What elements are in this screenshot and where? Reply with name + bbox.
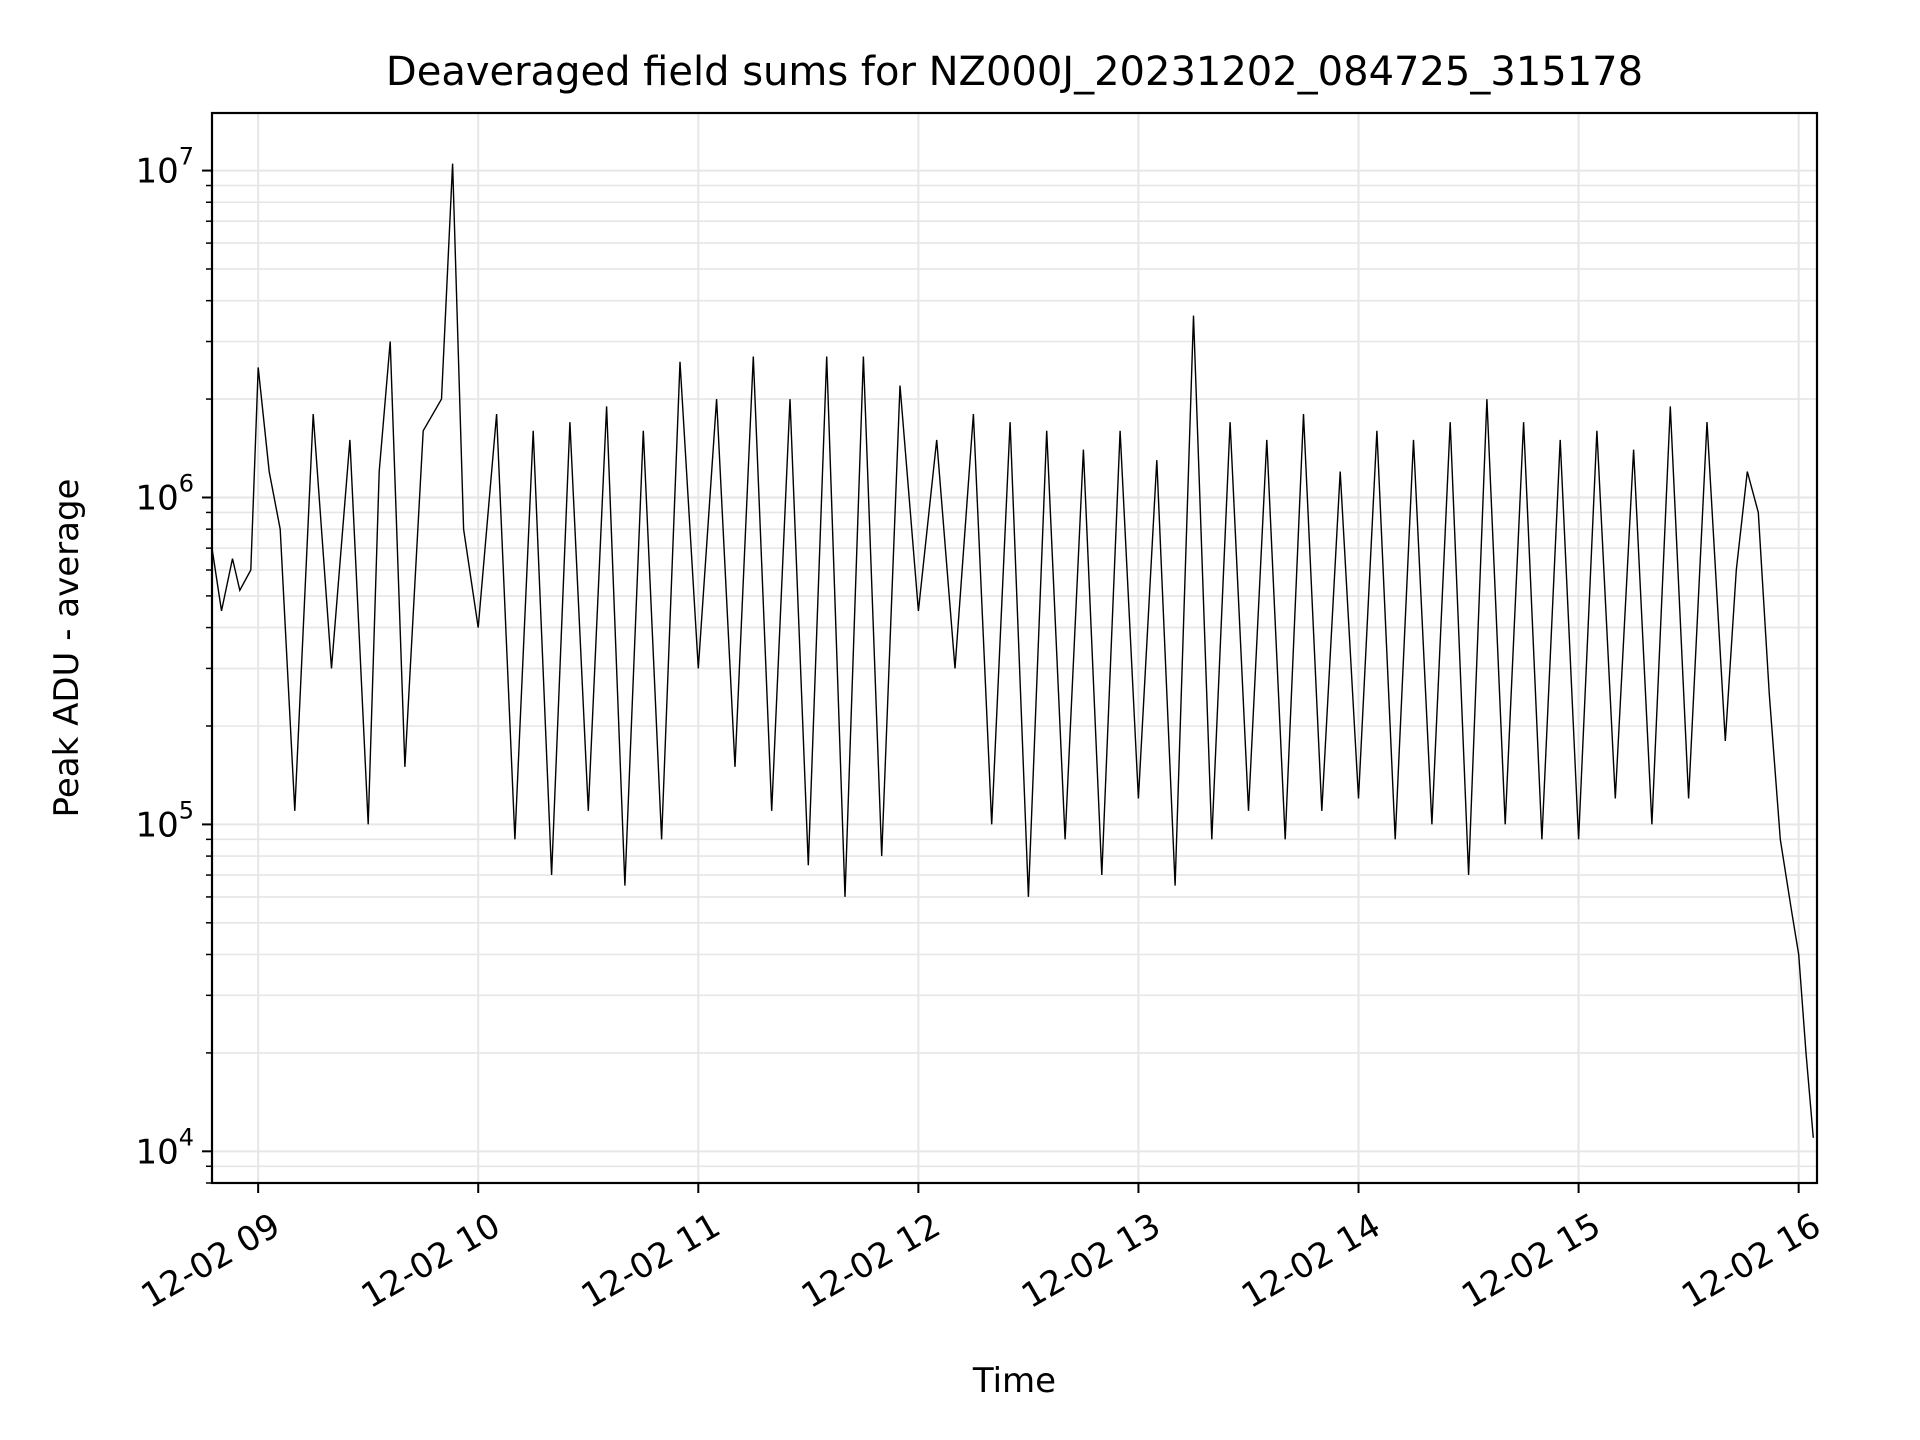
- x-axis-label: Time: [972, 1361, 1056, 1401]
- y-axis-label: Peak ADU - average: [47, 479, 87, 818]
- y-tick-label: 106: [135, 469, 194, 518]
- plot-frame: [210, 111, 1819, 1185]
- y-tick-label: 107: [135, 143, 194, 192]
- series-line: [211, 163, 1814, 1138]
- chart-title: Deaveraged field sums for NZ000J_2023120…: [386, 49, 1643, 95]
- y-tick-label: 104: [135, 1123, 194, 1172]
- y-tick-label: 105: [135, 796, 194, 845]
